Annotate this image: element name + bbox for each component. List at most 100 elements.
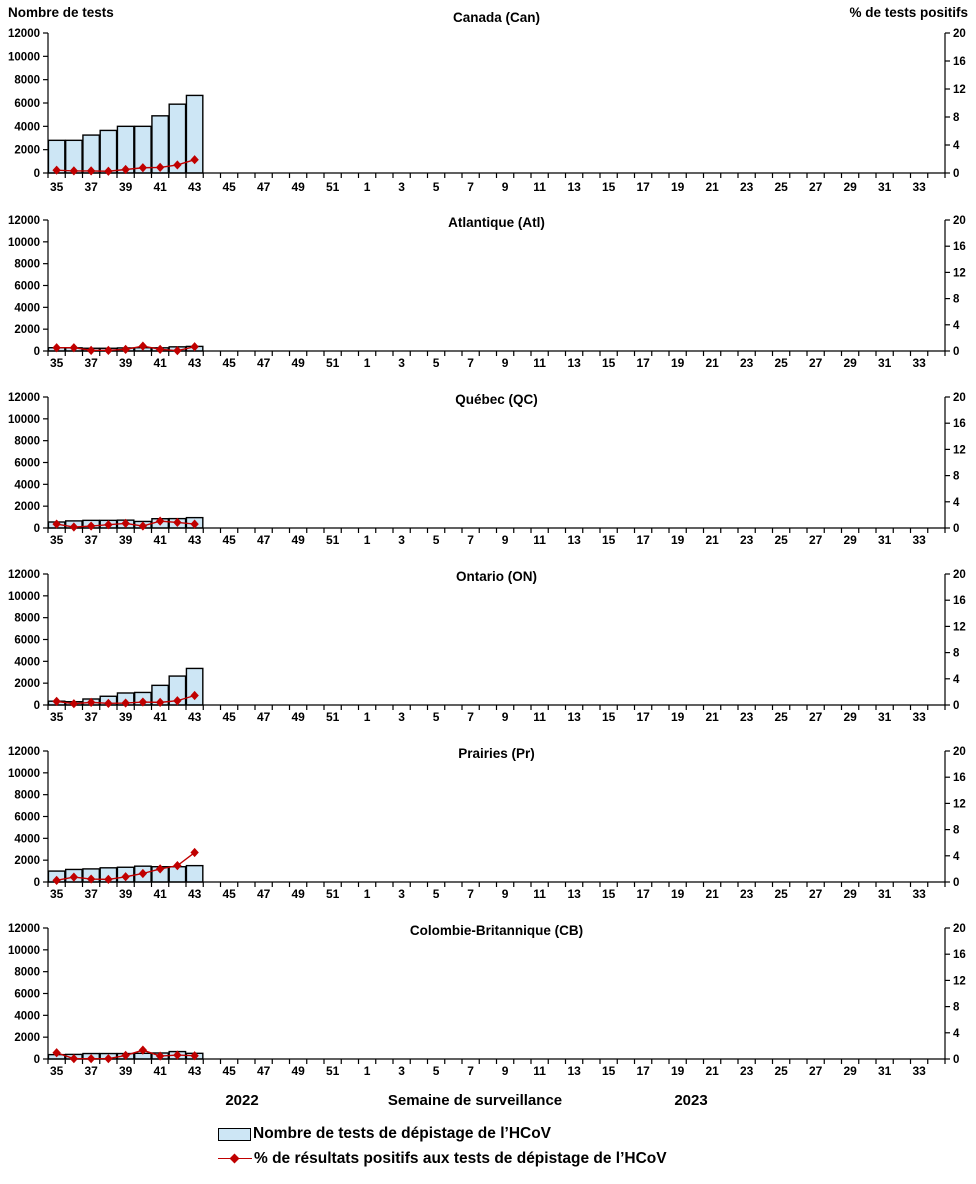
week-label-27: 27: [809, 180, 823, 194]
week-label-7: 7: [467, 533, 474, 547]
week-label-47: 47: [257, 710, 271, 724]
week-label-45: 45: [222, 533, 236, 547]
week-label-15: 15: [602, 356, 616, 370]
left-tick-label: 8000: [14, 790, 40, 802]
marker-week-39: [121, 698, 130, 708]
marker-week-41: [155, 864, 165, 874]
right-tick-label: 8: [953, 471, 960, 483]
year-2023-label: 2023: [674, 1092, 708, 1109]
left-tick-label: 12000: [8, 28, 40, 40]
right-tick-label: 4: [953, 1028, 960, 1040]
week-label-21: 21: [705, 180, 719, 194]
marker-week-43: [190, 342, 199, 352]
week-label-43: 43: [188, 180, 202, 194]
panel-title: Ontario (ON): [456, 569, 537, 584]
axes: [43, 927, 950, 1064]
week-label-27: 27: [809, 887, 823, 901]
left-tick-label: 8000: [14, 967, 40, 979]
right-tick-label: 12: [953, 267, 966, 279]
week-label-45: 45: [222, 356, 236, 370]
week-label-49: 49: [291, 356, 305, 370]
week-label-9: 9: [502, 180, 509, 194]
marker-week-36: [69, 343, 79, 353]
panel-title: Canada (Can): [453, 10, 540, 25]
week-label-37: 37: [84, 533, 98, 547]
right-tick-label: 16: [953, 772, 966, 784]
marker-week-36: [69, 522, 79, 532]
marker-week-38: [104, 874, 113, 884]
week-label-43: 43: [188, 1064, 202, 1078]
marker-week-36: [69, 1054, 79, 1064]
marker-week-35: [52, 519, 61, 529]
legend-item-pct-positive: % de résultats positifs aux tests de dép…: [218, 1150, 667, 1168]
week-label-19: 19: [671, 1064, 685, 1078]
left-tick-label: 0: [34, 700, 40, 712]
line-diamond-swatch-icon: [218, 1152, 252, 1166]
left-tick-label: 8000: [14, 259, 40, 271]
week-label-39: 39: [119, 710, 133, 724]
week-label-41: 41: [153, 1064, 167, 1078]
marker-week-41: [155, 516, 165, 526]
left-tick-label: 8000: [14, 75, 40, 87]
marker-week-40: [138, 163, 148, 173]
week-label-17: 17: [636, 356, 650, 370]
marker-week-36: [69, 699, 79, 709]
week-label-41: 41: [153, 356, 167, 370]
week-label-13: 13: [567, 1064, 581, 1078]
week-label-21: 21: [705, 1064, 719, 1078]
week-label-3: 3: [398, 887, 405, 901]
marker-week-37: [86, 697, 96, 707]
legend: Nombre de tests de dépistage de l’HCoV %…: [218, 1125, 667, 1175]
right-tick-label: 4: [953, 497, 960, 509]
left-tick-label: 10000: [8, 945, 40, 957]
marker-week-37: [86, 874, 96, 884]
panel-6-chart: Colombie-Britannique (CB)020004000600080…: [8, 923, 966, 1078]
week-label-51: 51: [326, 887, 340, 901]
tests-bars: [47, 94, 204, 174]
week-label-23: 23: [740, 1064, 754, 1078]
week-label-3: 3: [398, 180, 405, 194]
left-axis-title: Nombre de tests: [8, 5, 114, 20]
week-label-33: 33: [912, 887, 926, 901]
week-label-31: 31: [878, 1064, 892, 1078]
marker-week-42: [173, 346, 182, 356]
marker-week-38: [104, 520, 113, 530]
panel-title: Colombie-Britannique (CB): [410, 923, 583, 938]
week-label-51: 51: [326, 533, 340, 547]
week-label-19: 19: [671, 180, 685, 194]
panel-title: Québec (QC): [455, 392, 538, 407]
week-label-23: 23: [740, 356, 754, 370]
marker-week-35: [52, 165, 61, 175]
week-label-15: 15: [602, 887, 616, 901]
right-tick-label: 20: [953, 569, 966, 581]
right-tick-label: 12: [953, 84, 966, 96]
week-label-13: 13: [567, 180, 581, 194]
week-label-15: 15: [602, 180, 616, 194]
panel-title: Prairies (Pr): [458, 746, 535, 761]
week-label-27: 27: [809, 710, 823, 724]
week-label-47: 47: [257, 887, 271, 901]
left-tick-label: 10000: [8, 237, 40, 249]
week-label-9: 9: [502, 710, 509, 724]
panel-title: Atlantique (Atl): [448, 215, 545, 230]
week-label-3: 3: [398, 1064, 405, 1078]
marker-week-39: [121, 1050, 130, 1060]
week-label-31: 31: [878, 533, 892, 547]
week-label-47: 47: [257, 1064, 271, 1078]
week-label-11: 11: [533, 356, 546, 370]
panel-1-chart: Nombre de tests Canada (Can) % de tests po…: [8, 5, 968, 194]
week-label-13: 13: [567, 887, 581, 901]
marker-week-40: [138, 341, 148, 351]
week-label-1: 1: [364, 1064, 371, 1078]
week-label-31: 31: [878, 887, 892, 901]
week-label-7: 7: [467, 710, 474, 724]
left-tick-label: 0: [34, 346, 40, 358]
week-label-33: 33: [912, 710, 926, 724]
week-label-29: 29: [843, 533, 857, 547]
right-tick-label: 0: [953, 1054, 959, 1066]
marker-week-41: [155, 344, 165, 354]
week-label-39: 39: [119, 356, 133, 370]
right-tick-label: 16: [953, 241, 966, 253]
week-label-51: 51: [326, 180, 340, 194]
